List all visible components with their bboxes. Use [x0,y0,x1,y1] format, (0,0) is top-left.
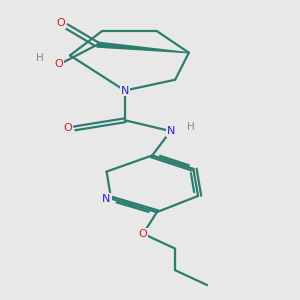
Text: N: N [102,194,111,204]
Polygon shape [97,42,189,53]
Text: H: H [36,53,44,63]
Text: O: O [54,58,63,68]
Text: O: O [56,18,65,28]
Text: H: H [187,122,195,132]
Text: O: O [63,123,72,134]
Text: N: N [121,85,129,96]
Text: N: N [167,126,175,136]
Text: O: O [139,229,148,239]
